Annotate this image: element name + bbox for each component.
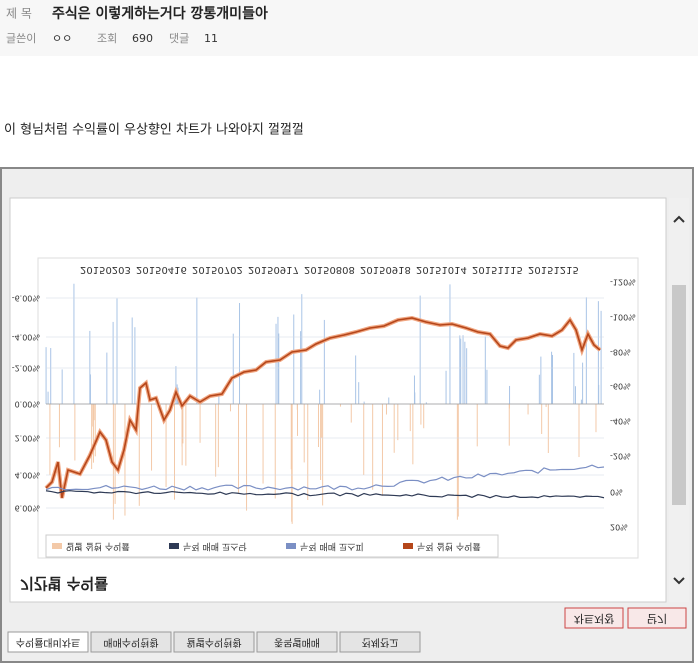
date-label: 20150918 xyxy=(360,264,411,275)
left-tick-label: -4.00% xyxy=(12,333,41,342)
button-label: 차트저장 xyxy=(574,612,614,625)
date-label: 20151014 xyxy=(416,264,467,275)
legend-swatch xyxy=(169,543,179,549)
left-tick-label: -6.00% xyxy=(12,294,41,303)
post-body: 이 형님처럼 수익률이 우상향인 차트가 나와야지 껄껄껄 xyxy=(4,123,304,138)
tab-label: 전체잔고 xyxy=(362,636,399,648)
button[interactable] xyxy=(564,607,624,629)
date-label: 20150702 xyxy=(192,264,243,275)
right-tick-label: -40% xyxy=(610,417,631,426)
comments-label: 댓글 xyxy=(169,32,189,45)
left-tick-label: 6.00% xyxy=(15,504,41,513)
right-tick-label: -60% xyxy=(610,382,631,391)
chart-heading: 기간별 수익률 xyxy=(20,575,108,593)
legend-label: 누적 매매 코스피 xyxy=(300,541,364,553)
legend-label: 누적 매매 코스닥 xyxy=(183,541,247,553)
tab[interactable] xyxy=(7,631,89,653)
tab-label: 종목별매매 xyxy=(274,636,320,648)
views-label: 조회 xyxy=(97,32,117,45)
left-tick-label: 4.00% xyxy=(15,471,41,480)
legend-box xyxy=(45,534,499,558)
scroll-arrows xyxy=(673,215,685,585)
tab[interactable] xyxy=(90,631,172,653)
right-tick-label: 20% xyxy=(610,523,628,532)
left-tick-label: -2.00% xyxy=(12,364,41,373)
comments: 11 xyxy=(204,32,218,45)
right-tick-label: -20% xyxy=(610,452,631,461)
date-label: 20151115 xyxy=(472,264,523,275)
legend-swatch xyxy=(403,543,413,549)
tab-label: 매매수익현황 xyxy=(103,636,158,648)
left-tick-label: 0.00% xyxy=(15,400,41,409)
right-tick-label: -80% xyxy=(610,348,631,357)
kospi-line-decor xyxy=(45,490,605,499)
author-label: 글쓴이 xyxy=(6,32,36,45)
left-tick-label: 2.00% xyxy=(15,434,41,443)
date-label: 20150203 xyxy=(80,264,131,275)
scroll-thumb[interactable] xyxy=(672,285,686,505)
date-label: 20150917 xyxy=(248,264,299,275)
date-label: 20150808 xyxy=(304,264,355,275)
date-label: 20151215 xyxy=(528,264,579,275)
tab[interactable] xyxy=(339,631,421,653)
right-tick-label: -100% xyxy=(610,313,636,322)
right-tick-label: -120% xyxy=(610,278,636,287)
views: 690 xyxy=(132,32,153,45)
button[interactable] xyxy=(627,607,687,629)
kosdaq-line-decor xyxy=(45,464,605,491)
date-label: 20150416 xyxy=(136,264,187,275)
tab-label: 월별수익현황 xyxy=(186,636,241,648)
cumulative-line-decor xyxy=(45,317,601,499)
legend-label: 일별 실현 수익률 xyxy=(66,541,130,553)
post-title: 주식은 이렇게하는거다 깡통개미들아 xyxy=(52,5,268,22)
legend-label: 누적 실현 수익률 xyxy=(417,541,481,553)
author[interactable]: ㅇㅇ xyxy=(52,32,72,45)
chart: 20150203 20150416 20150702 20150917 20150808… xyxy=(7,264,687,653)
right-tick-label: 0% xyxy=(610,488,623,497)
legend-swatch xyxy=(52,543,62,549)
tab[interactable] xyxy=(256,631,338,653)
title-label: 제 목 xyxy=(6,7,32,21)
button-label: 닫기 xyxy=(647,612,667,625)
legend-swatch xyxy=(286,543,296,549)
post-header-bg xyxy=(0,0,698,56)
tab-label: 수익률대비차트 xyxy=(16,636,80,648)
tab[interactable] xyxy=(173,631,255,653)
